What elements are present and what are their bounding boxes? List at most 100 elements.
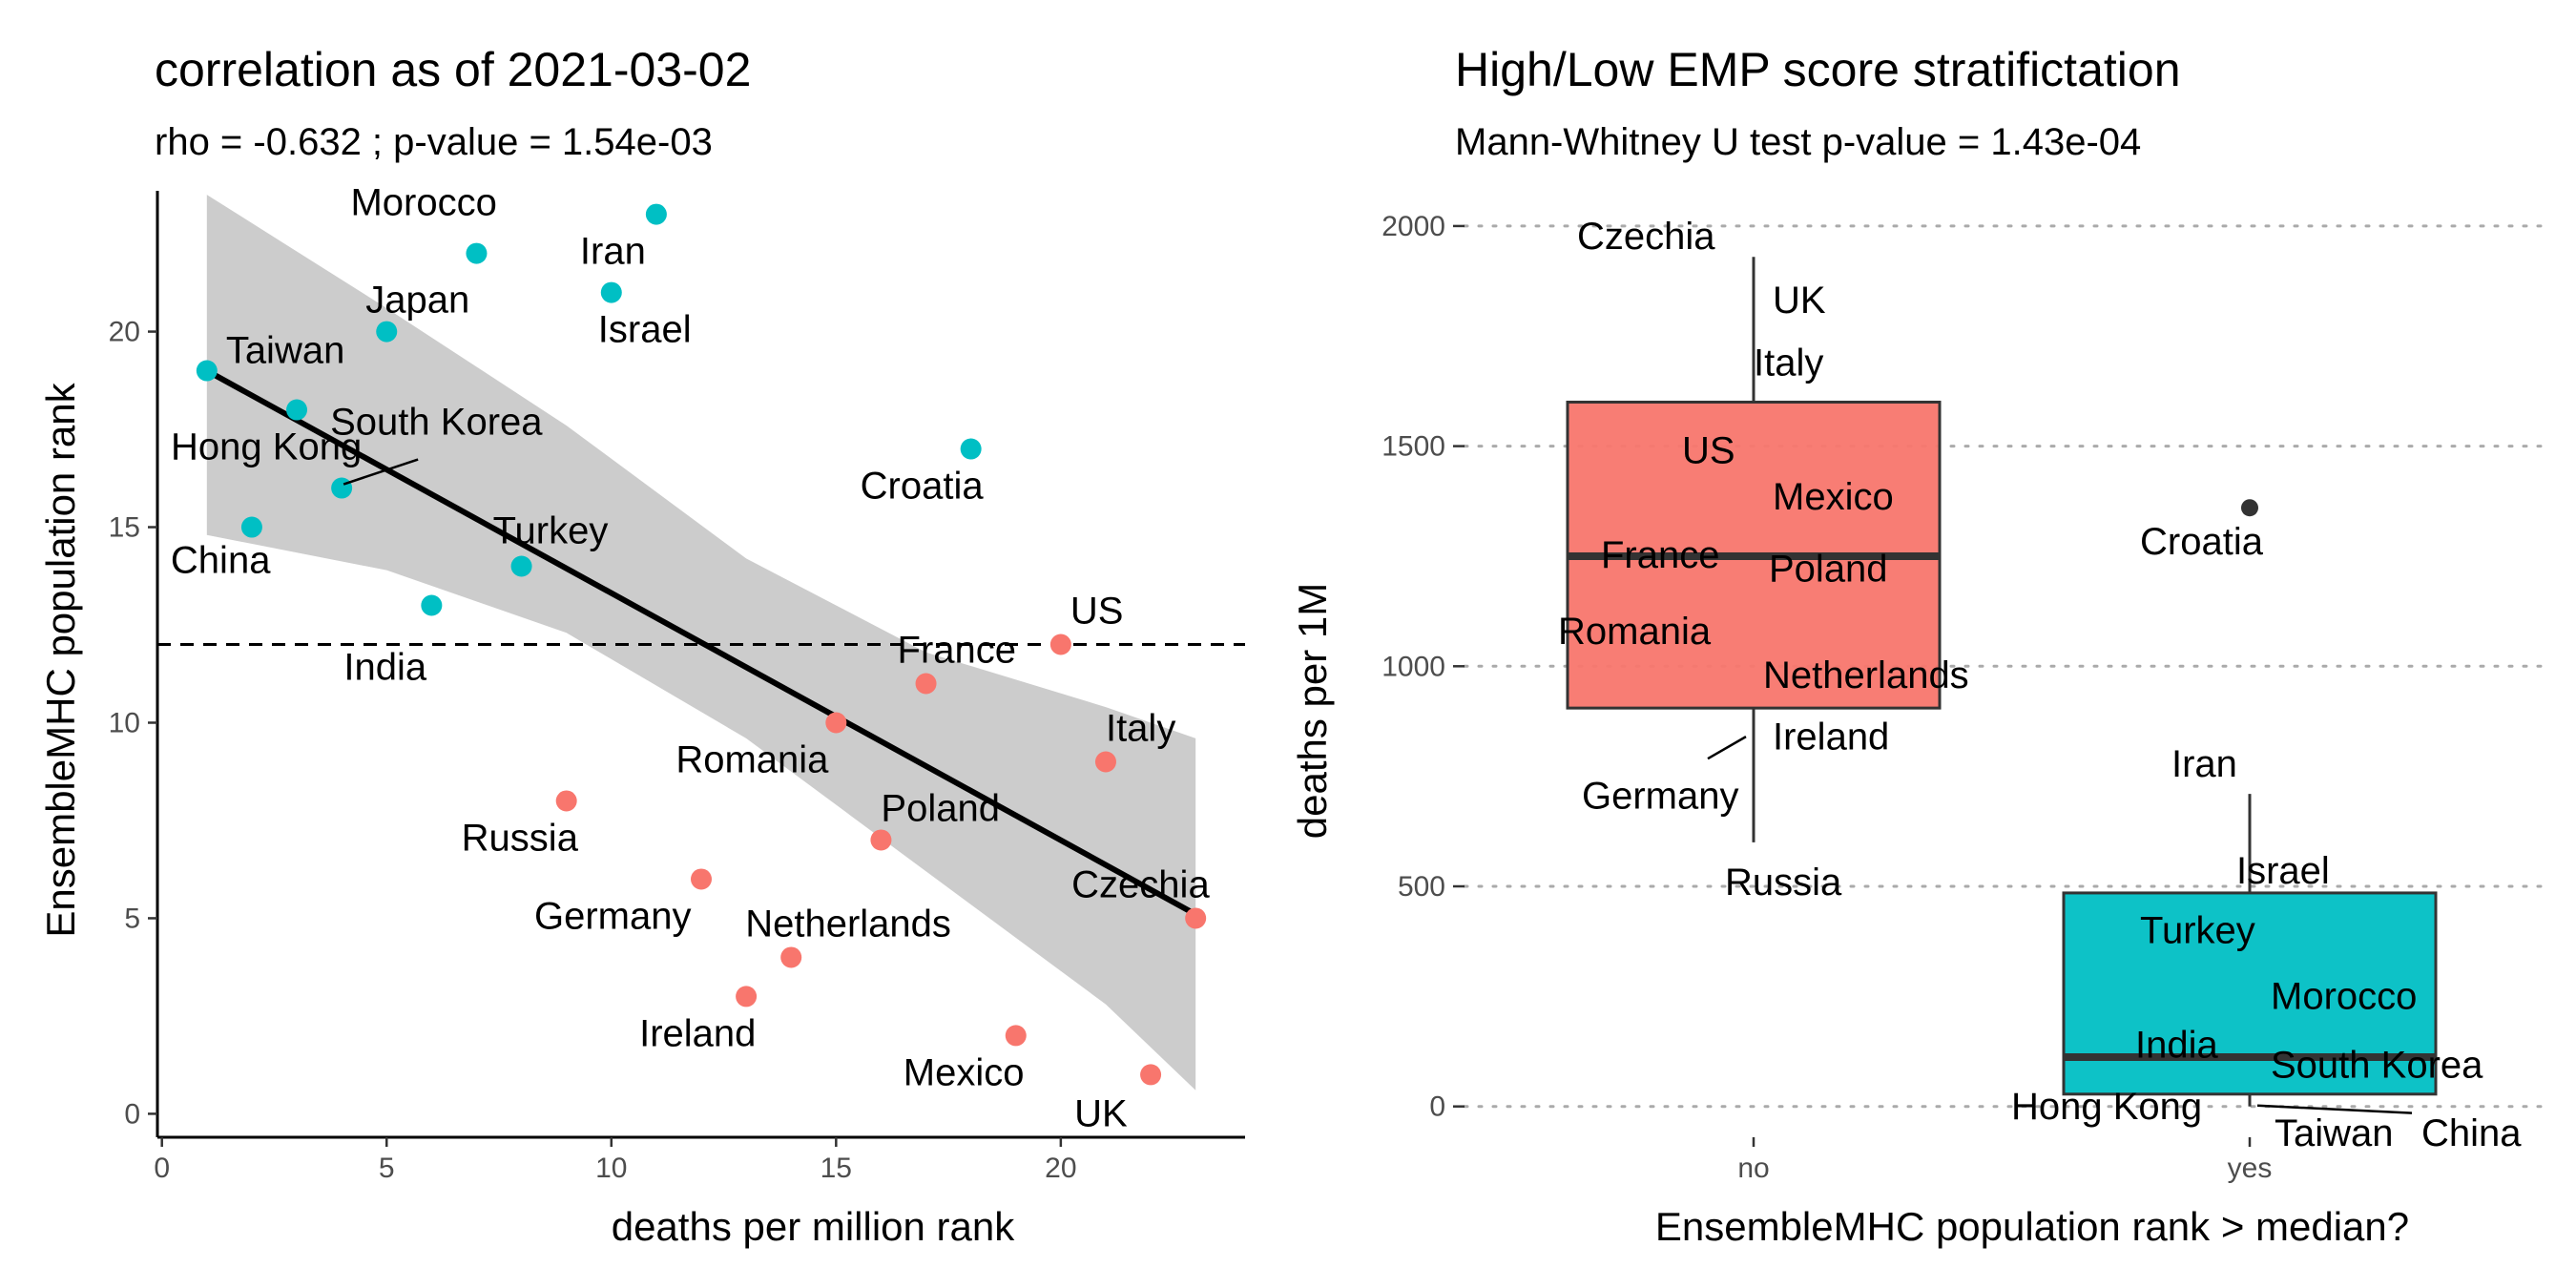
left-y-tick-label: 15 bbox=[109, 512, 140, 544]
right-boxplot-panel: High/Low EMP score stratifictation Mann-… bbox=[1290, 43, 2545, 1249]
scatter-point bbox=[960, 438, 982, 460]
scatter-point bbox=[780, 946, 802, 968]
box-point-label: Turkey bbox=[2140, 910, 2255, 952]
right-plot-area: 0 500 1000 1500 2000 no yes Czechia UK Italy US Mex… bbox=[1381, 211, 2545, 1184]
box-point-label: South Korea bbox=[2271, 1044, 2483, 1086]
point-label: Romania bbox=[675, 738, 829, 780]
scatter-point bbox=[421, 594, 443, 616]
point-label: Russia bbox=[462, 817, 579, 859]
box-point-label: India bbox=[2135, 1024, 2218, 1066]
scatter-point bbox=[1140, 1064, 1162, 1086]
point-label: Poland bbox=[881, 787, 1000, 829]
right-y-tick-label: 1000 bbox=[1381, 651, 1445, 682]
regression-line bbox=[205, 367, 1197, 917]
box-point-label: Italy bbox=[1754, 342, 1823, 384]
scatter-point bbox=[376, 321, 398, 343]
left-x-tick-label: 5 bbox=[379, 1153, 395, 1184]
left-y-tick-label: 0 bbox=[124, 1098, 140, 1130]
point-label: Hong Kong bbox=[171, 426, 362, 468]
scatter-point bbox=[466, 242, 488, 264]
scatter-point bbox=[555, 790, 577, 812]
left-y-tick-label: 20 bbox=[109, 317, 140, 348]
left-chart-title: correlation as of 2021-03-02 bbox=[155, 43, 751, 96]
right-y-tick-label: 1500 bbox=[1381, 431, 1445, 463]
point-label: Israel bbox=[598, 309, 692, 351]
label-leader-line bbox=[1707, 736, 1747, 760]
box-outlier-point bbox=[2241, 499, 2258, 517]
point-label: Italy bbox=[1106, 707, 1175, 749]
box-point-label: Taiwan bbox=[2275, 1112, 2394, 1154]
left-plot-area: 0 5 10 15 20 0 5 10 15 20 Taiwan China Hong KongSout… bbox=[109, 182, 1245, 1184]
box-point-label: Netherlands bbox=[1763, 654, 1969, 696]
left-x-tick-label: 20 bbox=[1045, 1153, 1076, 1184]
left-x-tick-label: 0 bbox=[154, 1153, 170, 1184]
point-label: India bbox=[343, 647, 426, 689]
box-point-label: Russia bbox=[1725, 862, 1842, 904]
left-x-axis-title: deaths per million rank bbox=[612, 1204, 1016, 1249]
point-label: Netherlands bbox=[745, 903, 951, 945]
left-x-tick-label: 10 bbox=[595, 1153, 627, 1184]
scatter-point bbox=[870, 829, 892, 851]
box-point-label: US bbox=[1682, 429, 1735, 471]
right-x-tick-label: no bbox=[1737, 1153, 1769, 1184]
box-point-label: Germany bbox=[1582, 775, 1739, 817]
right-y-tick-label: 500 bbox=[1398, 871, 1445, 903]
scatter-point bbox=[645, 203, 667, 225]
point-label: Mexico bbox=[904, 1051, 1025, 1093]
scatter-point bbox=[510, 555, 532, 577]
point-label: China bbox=[171, 540, 271, 582]
box-point-label: Iran bbox=[2171, 743, 2237, 785]
scatter-point bbox=[600, 281, 622, 303]
point-label: UK bbox=[1074, 1092, 1128, 1134]
point-label: Japan bbox=[365, 280, 469, 322]
point-label: Czechia bbox=[1071, 863, 1210, 905]
box-point-label: Poland bbox=[1769, 549, 1888, 591]
box-point-label: France bbox=[1601, 534, 1720, 576]
point-label: Ireland bbox=[639, 1012, 756, 1054]
right-x-tick-label: yes bbox=[2228, 1153, 2273, 1184]
point-label: South Korea bbox=[330, 402, 543, 444]
box-point-label: Romania bbox=[1558, 611, 1712, 653]
right-y-tick-label: 0 bbox=[1429, 1091, 1445, 1123]
scatter-point bbox=[196, 360, 218, 382]
label-leader-line bbox=[343, 458, 419, 486]
scatter-point bbox=[736, 986, 758, 1008]
box-point-label: UK bbox=[1773, 280, 1826, 322]
left-x-tick-label: 15 bbox=[821, 1153, 852, 1184]
box-point-label: Mexico bbox=[1773, 476, 1894, 518]
box-point-label: Czechia bbox=[1577, 216, 1715, 258]
point-label: Iran bbox=[580, 231, 646, 273]
point-label: Taiwan bbox=[226, 330, 345, 372]
scatter-point bbox=[691, 868, 712, 890]
point-label: Croatia bbox=[861, 466, 985, 508]
left-y-tick-label: 5 bbox=[124, 903, 140, 934]
scatter-point bbox=[1185, 907, 1207, 929]
right-y-tick-label: 2000 bbox=[1381, 211, 1445, 242]
point-label: US bbox=[1070, 591, 1124, 633]
box-point-label: Hong Kong bbox=[2011, 1086, 2202, 1128]
label-leader-line bbox=[2256, 1104, 2413, 1114]
left-scatter-panel: correlation as of 2021-03-02 rho = -0.63… bbox=[38, 43, 1245, 1249]
right-chart-title: High/Low EMP score stratifictation bbox=[1455, 43, 2181, 96]
left-y-tick-label: 10 bbox=[109, 707, 140, 738]
right-chart-subtitle: Mann-Whitney U test p-value = 1.43e-04 bbox=[1455, 121, 2141, 163]
box-point-label: Croatia bbox=[2140, 521, 2264, 563]
point-label: Turkey bbox=[493, 510, 609, 552]
point-label: Morocco bbox=[350, 182, 496, 224]
scatter-point bbox=[915, 673, 937, 695]
point-label: Germany bbox=[534, 895, 692, 937]
point-label: France bbox=[898, 629, 1016, 671]
box-point-label: Ireland bbox=[1773, 717, 1889, 758]
scatter-point bbox=[240, 516, 262, 538]
scatter-point bbox=[1049, 634, 1071, 655]
scatter-point bbox=[286, 399, 308, 421]
right-x-axis-title: EnsembleMHC population rank > median? bbox=[1655, 1204, 2409, 1249]
box-point-label: China bbox=[2421, 1112, 2522, 1154]
box-point-label: Israel bbox=[2236, 850, 2330, 892]
box-point-label: Morocco bbox=[2271, 976, 2417, 1018]
right-y-axis-title: deaths per 1M bbox=[1290, 583, 1335, 840]
scatter-point bbox=[1005, 1025, 1027, 1047]
scatter-point bbox=[331, 477, 353, 499]
left-chart-subtitle: rho = -0.632 ; p-value = 1.54e-03 bbox=[155, 121, 713, 163]
